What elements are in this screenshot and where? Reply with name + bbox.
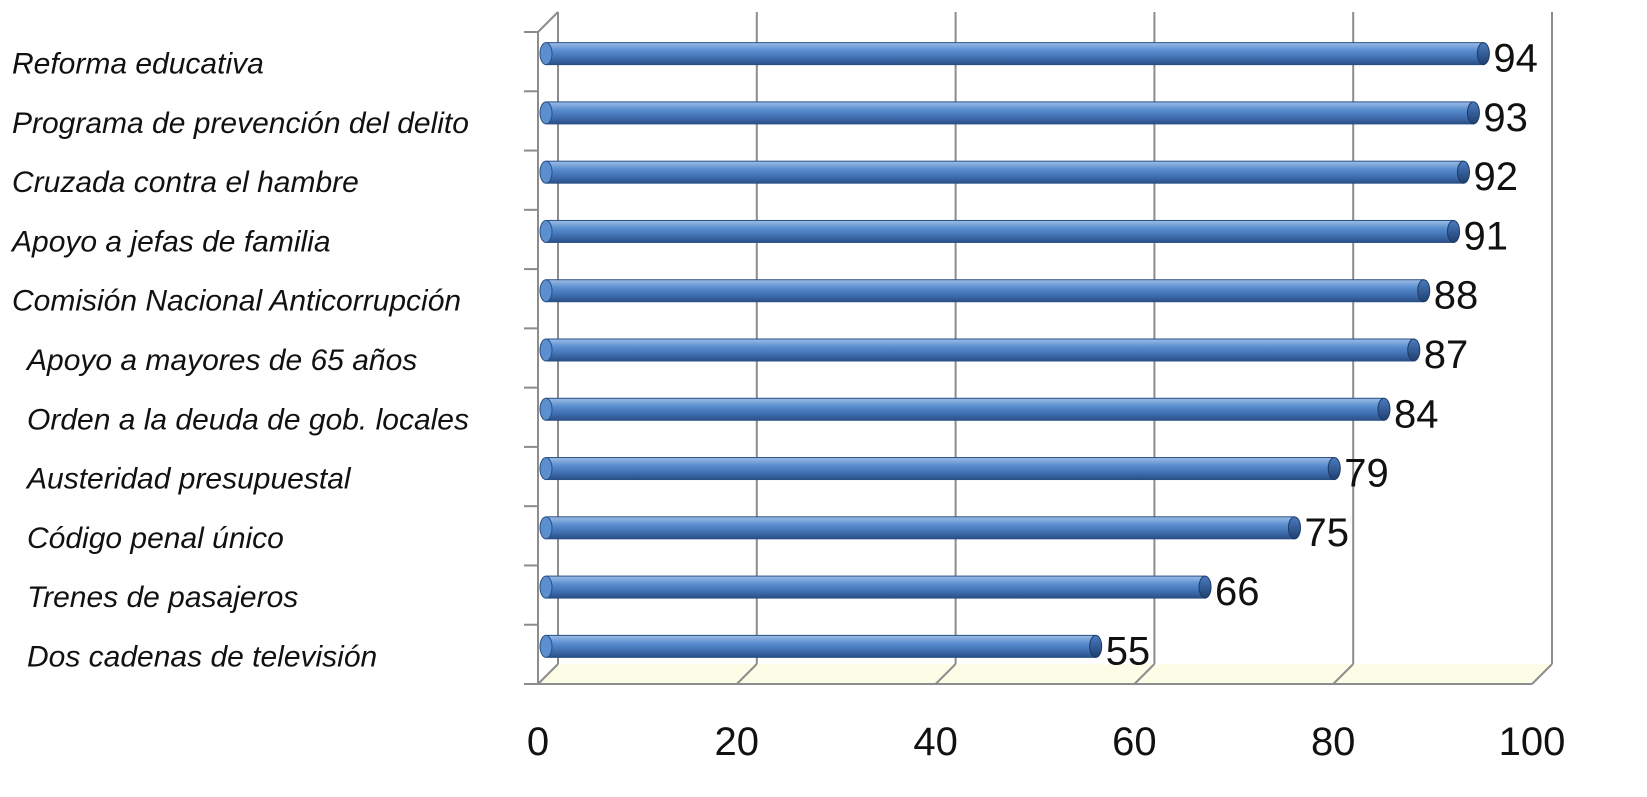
data-label: 94: [1493, 37, 1538, 81]
category-label: Programa de prevención del delito: [12, 107, 469, 140]
bar-end-cap: [1456, 160, 1470, 184]
x-tick-label: 100: [1499, 720, 1566, 764]
data-label: 88: [1434, 274, 1479, 318]
x-floor-gridline: [934, 663, 957, 685]
bar-end-cap: [1407, 338, 1421, 362]
bar: [539, 457, 1341, 481]
bar-body: [545, 516, 1295, 540]
bar: [539, 634, 1103, 658]
data-label: 55: [1106, 629, 1151, 673]
x-tick-label: 60: [1112, 720, 1157, 764]
bar-end-cap: [1466, 101, 1480, 125]
bar-body: [545, 160, 1464, 184]
category-label: Orden a la deuda de gob. locales: [27, 403, 469, 436]
bar-start-cap: [539, 42, 553, 66]
bar-body: [545, 279, 1425, 303]
x-floor-gridline: [736, 663, 758, 685]
category-label: Dos cadenas de televisión: [27, 640, 377, 673]
bar: [539, 160, 1470, 184]
category-label: Cruzada contra el hambre: [12, 166, 359, 199]
x-floor-gridline: [1332, 663, 1354, 685]
x-tick-label: 20: [715, 720, 760, 764]
data-label: 93: [1483, 96, 1528, 140]
bar-end-cap: [1198, 575, 1212, 599]
bar-start-cap: [539, 634, 553, 658]
data-label: 66: [1215, 570, 1260, 614]
bar-start-cap: [539, 101, 553, 125]
category-label: Trenes de pasajeros: [27, 581, 298, 614]
bar-start-cap: [539, 219, 553, 243]
bar-body: [545, 219, 1455, 243]
x-floor-gridline: [1133, 663, 1156, 685]
bar-end-cap: [1288, 516, 1301, 540]
data-label: 84: [1394, 392, 1439, 436]
bar-body: [545, 397, 1385, 421]
bar-body: [545, 634, 1097, 658]
category-label: Apoyo a mayores de 65 años: [25, 344, 417, 377]
bar-start-cap: [539, 516, 553, 540]
category-label: Comisión Nacional Anticorrupción: [12, 285, 461, 318]
data-label: 87: [1424, 333, 1469, 377]
data-label: 75: [1305, 511, 1350, 555]
bar-end-cap: [1089, 634, 1103, 658]
chart-floor: [538, 664, 1552, 684]
bar-end-cap: [1327, 457, 1341, 481]
x-tick-label: 80: [1311, 720, 1356, 764]
category-label: Austeridad presupuestal: [25, 463, 352, 496]
bar-start-cap: [539, 279, 553, 303]
bar-end-cap: [1476, 42, 1490, 66]
bar: [539, 42, 1490, 66]
bar: [539, 219, 1461, 243]
bar-end-cap: [1447, 219, 1461, 243]
x-tick-label: 40: [913, 720, 958, 764]
bar-body: [545, 457, 1335, 481]
bar-end-cap: [1417, 279, 1431, 303]
category-label: Apoyo a jefas de familia: [10, 225, 331, 258]
bar: [539, 338, 1421, 362]
bar-body: [545, 42, 1484, 66]
category-label: Código penal único: [27, 522, 284, 555]
bar-body: [545, 575, 1206, 599]
y-axis-top-edge: [537, 11, 559, 33]
bar: [539, 279, 1431, 303]
bar: [539, 516, 1301, 540]
bar: [539, 397, 1391, 421]
bar-start-cap: [539, 338, 553, 362]
bar-end-cap: [1377, 397, 1391, 421]
bar-start-cap: [539, 397, 553, 421]
bar-body: [545, 101, 1474, 125]
x-floor-gridline: [1531, 663, 1553, 685]
bar: [539, 575, 1212, 599]
bar-start-cap: [539, 575, 553, 599]
bar-start-cap: [539, 160, 553, 184]
bar: [539, 101, 1480, 125]
data-label: 79: [1344, 452, 1389, 496]
x-floor-gridline: [537, 663, 559, 685]
data-label: 91: [1464, 214, 1509, 258]
bar-start-cap: [539, 457, 553, 481]
data-label: 92: [1473, 155, 1518, 199]
category-label: Reforma educativa: [12, 48, 264, 81]
x-tick-label: 0: [527, 720, 549, 764]
bar-body: [545, 338, 1415, 362]
